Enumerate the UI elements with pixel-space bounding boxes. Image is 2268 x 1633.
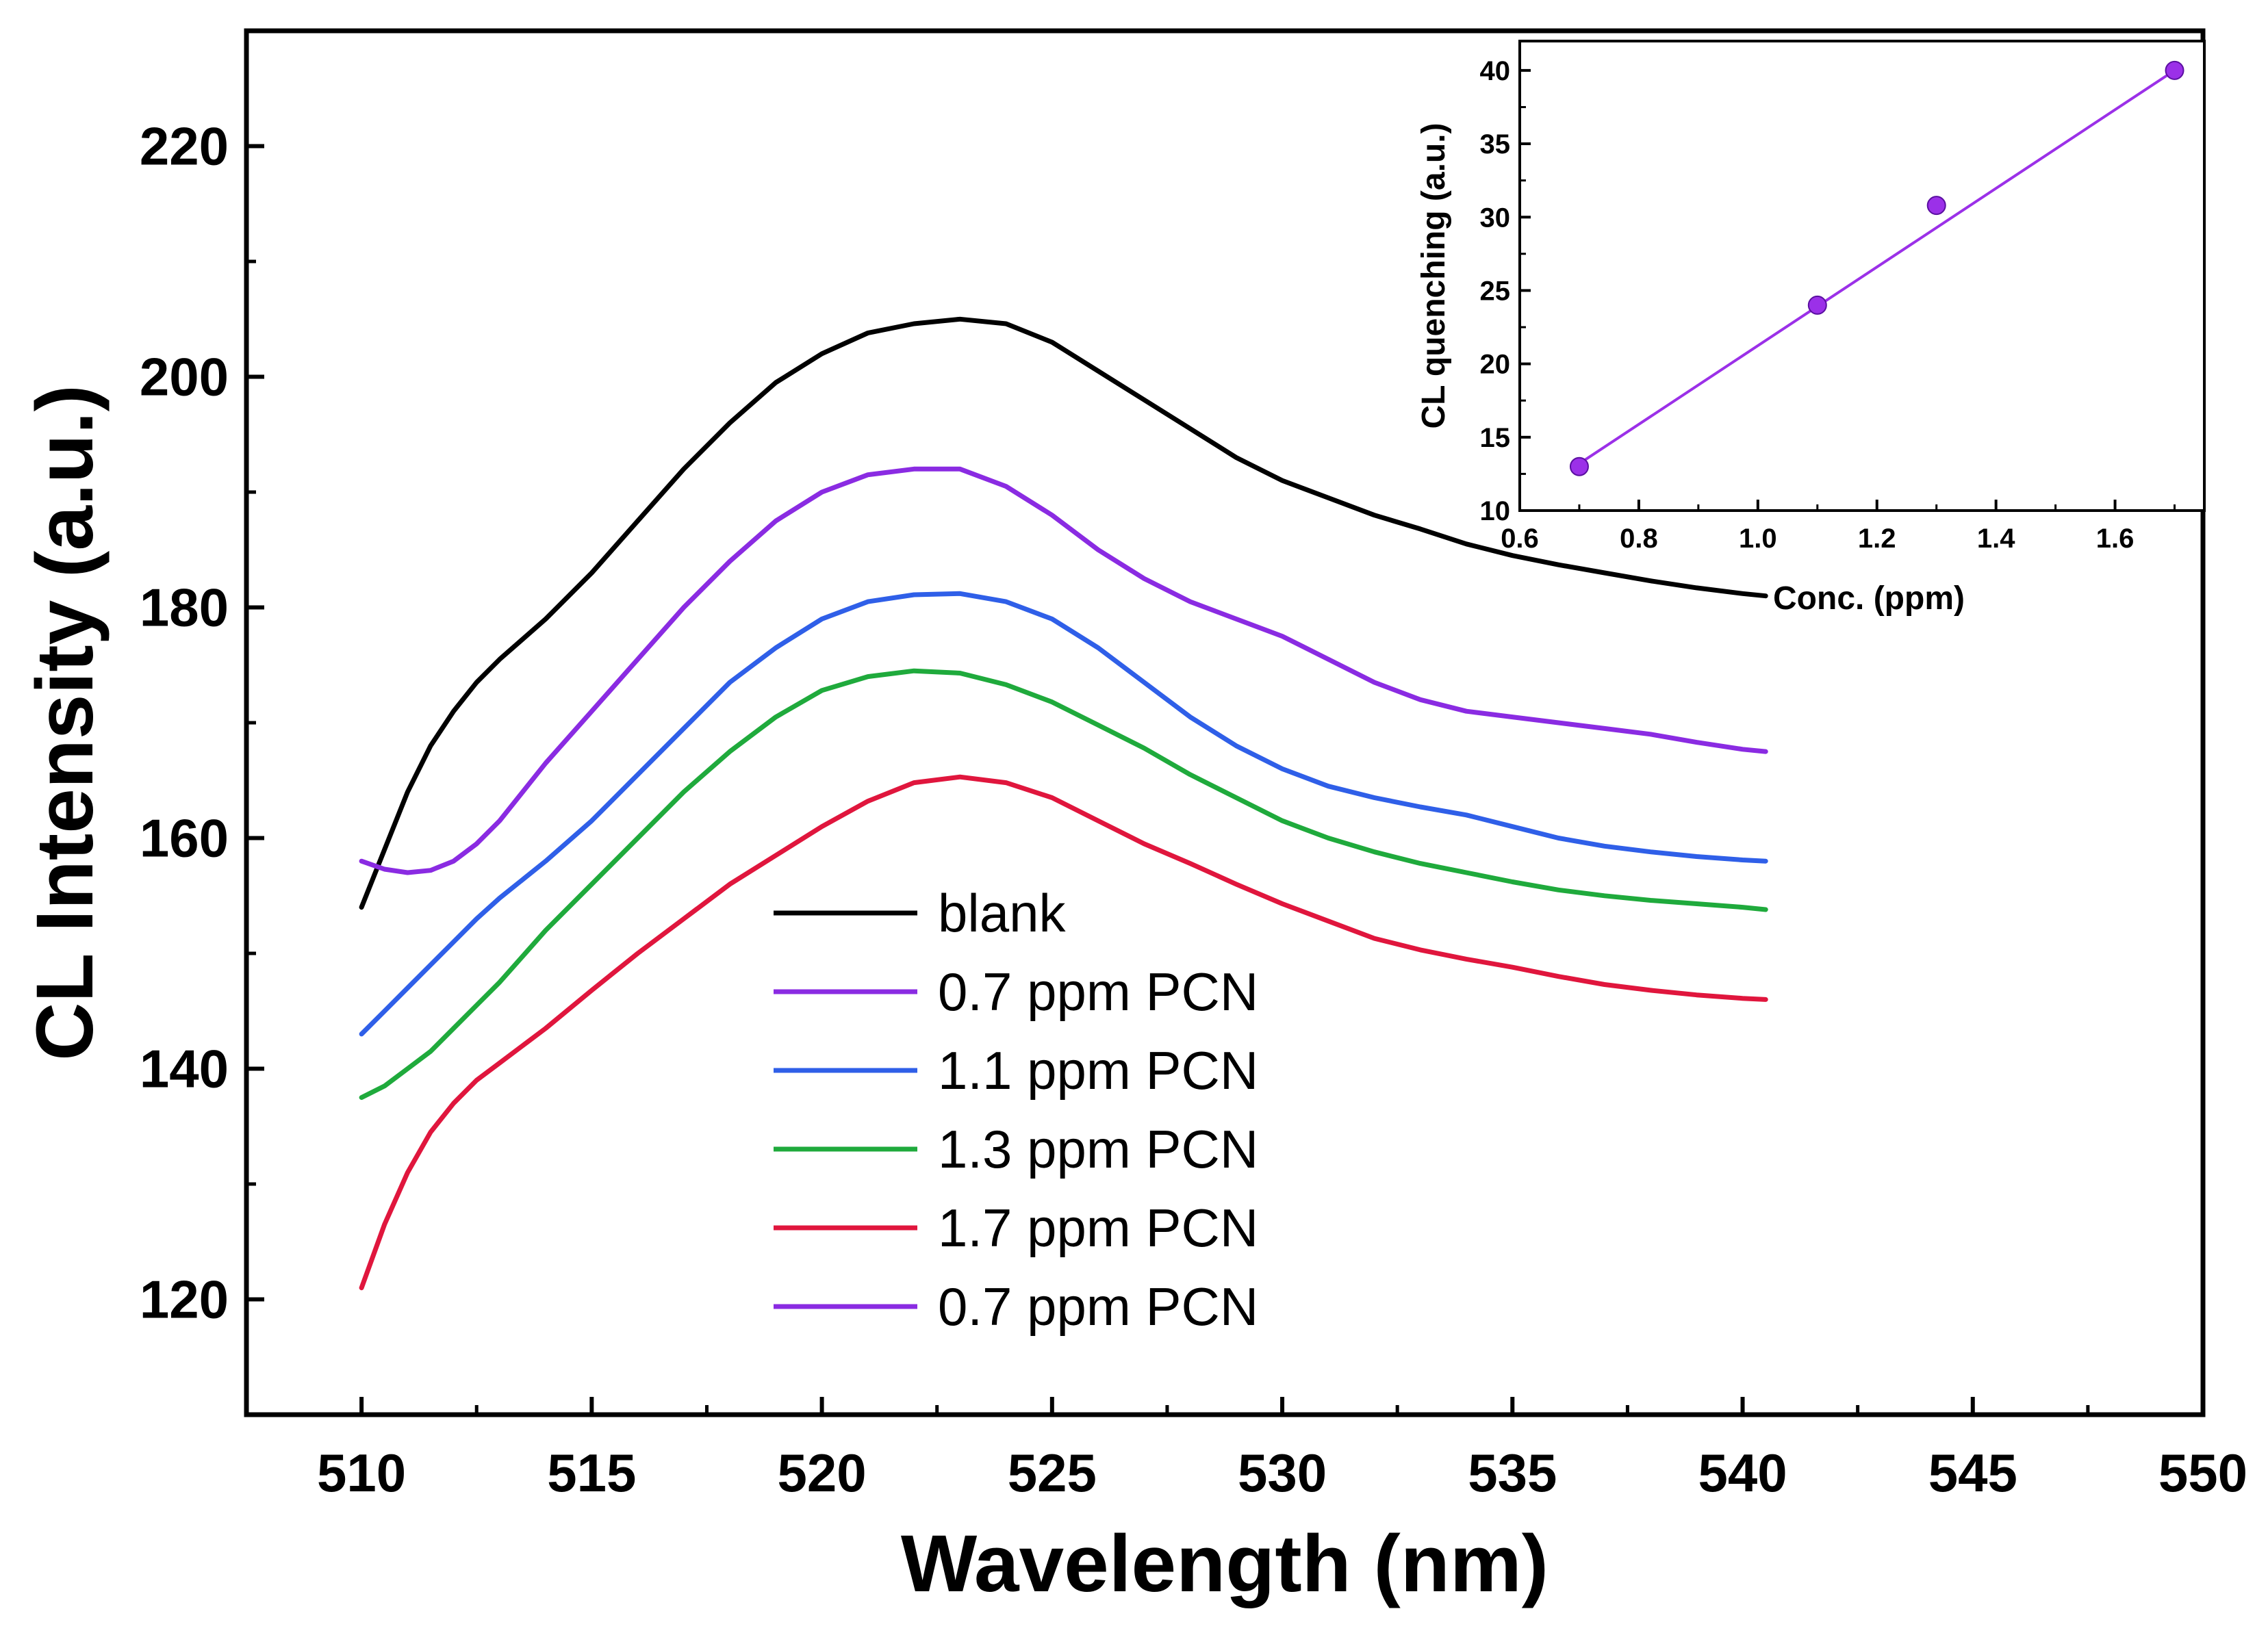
main-y-tick-label-140: 140 [140, 1039, 229, 1099]
legend-label-3: 1.3 ppm PCN [938, 1119, 1258, 1179]
inset-series-group [1569, 60, 2184, 476]
series-line-1 [359, 466, 1768, 875]
main-y-tick-label-200: 200 [140, 347, 229, 407]
main-x-tick-label-545: 545 [1928, 1443, 2017, 1503]
main-chart: 510 515 520 525 530 535 540 545 550 120 140 160 180… [20, 28, 2247, 1609]
series-line-4 [359, 774, 1768, 1291]
inset-chart: 0.6 0.8 1.0 1.2 1.4 1.6 10 15 20 25 30 35 40 Conc. … [1416, 40, 2206, 617]
legend-label-1: 0.7 ppm PCN [938, 962, 1258, 1022]
main-x-tick-label-515: 515 [547, 1443, 636, 1503]
main-x-tick-label-550: 550 [2158, 1443, 2247, 1503]
main-x-tick-label-540: 540 [1698, 1443, 1787, 1503]
inset-y-tick-label-40: 40 [1480, 56, 1511, 86]
inset-plot-frame [1518, 40, 2206, 512]
legend-label-4: 1.7 ppm PCN [938, 1198, 1258, 1258]
inset-y-axis-title: CL quenching (a.u.) [1416, 123, 1452, 428]
inset-y-tick-label-25: 25 [1480, 276, 1511, 306]
inset-data-point-2 [1926, 196, 1946, 216]
inset-data-point-3 [2165, 60, 2184, 80]
inset-y-tick-label-15: 15 [1480, 423, 1511, 453]
inset-y-tick-label-30: 30 [1480, 203, 1511, 233]
legend-label-0: blank [938, 883, 1066, 943]
inset-x-tick-label-1.4: 1.4 [1977, 524, 2015, 554]
inset-x-tick-label-1.0: 1.0 [1739, 524, 1777, 554]
main-x-tick-label-510: 510 [317, 1443, 406, 1503]
series-line-0 [359, 316, 1768, 910]
main-x-axis: 510 515 520 525 530 535 540 545 550 [244, 1397, 2247, 1503]
main-y-axis: 120 140 160 180 200 220 [140, 29, 264, 1417]
main-x-tick-label-530: 530 [1238, 1443, 1327, 1503]
series-line-3 [359, 668, 1768, 1101]
inset-x-axis: 0.6 0.8 1.0 1.2 1.4 1.6 [1501, 500, 2176, 554]
inset-data-point-0 [1569, 457, 1589, 476]
inset-x-tick-label-1.2: 1.2 [1858, 524, 1896, 554]
inset-fit-line [1578, 69, 2176, 465]
main-y-tick-label-220: 220 [140, 116, 229, 177]
inset-y-tick-label-10: 10 [1480, 496, 1511, 526]
inset-x-tick-label-0.8: 0.8 [1620, 524, 1658, 554]
inset-x-tick-label-1.6: 1.6 [2096, 524, 2135, 554]
inset-y-axis: 10 15 20 25 30 35 40 [1480, 56, 1531, 526]
legend: blank 0.7 ppm PCN 1.1 ppm PCN 1.3 ppm PCN 1.… [774, 883, 1258, 1337]
main-series-group [359, 316, 1768, 1291]
main-x-tick-label-535: 535 [1468, 1443, 1557, 1503]
inset-data-point-1 [1807, 295, 1827, 315]
inset-x-axis-title: Conc. (ppm) [1773, 580, 1965, 617]
main-y-tick-label-180: 180 [140, 578, 229, 638]
main-x-axis-title: Wavelength (nm) [901, 1519, 1549, 1609]
main-x-tick-label-520: 520 [778, 1443, 867, 1503]
main-y-axis-title: CL Intensity (a.u.) [20, 385, 110, 1061]
legend-label-2: 1.1 ppm PCN [938, 1040, 1258, 1101]
legend-label-5: 0.7 ppm PCN [938, 1276, 1258, 1337]
inset-y-tick-label-35: 35 [1480, 129, 1511, 159]
inset-x-tick-label-0.6: 0.6 [1501, 524, 1539, 554]
main-x-tick-label-525: 525 [1008, 1443, 1097, 1503]
series-line-2 [359, 591, 1768, 1037]
main-y-tick-label-120: 120 [140, 1270, 229, 1330]
inset-y-tick-label-20: 20 [1480, 350, 1511, 380]
main-y-tick-label-160: 160 [140, 808, 229, 869]
